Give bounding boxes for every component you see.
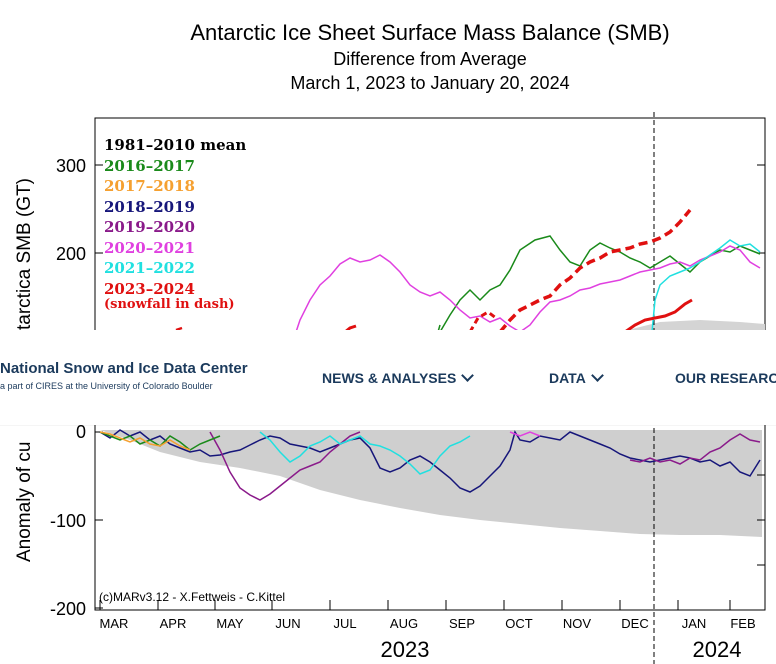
series-2019-2020 <box>209 431 361 501</box>
series-2017-2018 <box>99 431 191 451</box>
brand-logo-link[interactable]: National Snow and Ice Data Center a part… <box>0 360 248 391</box>
series-2020-2021 <box>295 254 521 333</box>
chart-credit: (c)MARv3.12 - X.Fettweis - C.Kittel <box>99 590 285 604</box>
series-2018-2019 <box>99 429 761 493</box>
legend-entry: 2017–2018 <box>104 177 195 195</box>
series-2023-2024-early-dash <box>468 310 497 333</box>
series-2023-2024-snowfall <box>498 208 692 334</box>
series-2020-2021-b <box>519 245 761 333</box>
series-2023-2024 <box>624 298 693 334</box>
nav-label: OUR RESEARCH <box>675 370 776 386</box>
chevron-down-icon <box>590 369 604 382</box>
x-month-label: DEC <box>621 616 648 631</box>
x-month-label: FEB <box>730 616 755 631</box>
y-tick-label: -100 <box>50 511 86 531</box>
brand-subtitle: a part of CIRES at the University of Col… <box>0 381 213 391</box>
legend-entry: 2018–2019 <box>104 198 195 216</box>
series-2020-2021-bottom <box>509 431 541 437</box>
legend-entry: 2019–2020 <box>104 218 195 236</box>
x-year-label: 2023 <box>381 637 430 662</box>
nav-label: DATA <box>549 370 586 386</box>
chart-date-range: March 1, 2023 to January 20, 2024 <box>290 73 569 93</box>
legend-entry: 2020–2021 <box>104 239 195 257</box>
x-month-label: JUL <box>333 616 356 631</box>
x-month-label: SEP <box>449 616 475 631</box>
chart-subtitle: Difference from Average <box>333 49 526 69</box>
x-month-label: NOV <box>563 616 592 631</box>
legend-note: (snowfall in dash) <box>104 297 235 312</box>
nav-our-research[interactable]: OUR RESEARCH <box>675 370 776 386</box>
chevron-down-icon <box>461 369 475 382</box>
legend-entry: 1981–2010 mean <box>104 136 246 154</box>
series-2021-2022-bottom <box>259 431 471 475</box>
x-month-label: MAY <box>216 616 244 631</box>
y-axis-ticks <box>95 164 765 609</box>
nav-news-analyses[interactable]: NEWS & ANALYSES <box>322 369 475 386</box>
spread-area-top <box>620 320 765 332</box>
series-2019-2020-b <box>629 433 761 465</box>
x-month-label: JAN <box>682 616 707 631</box>
series-2023-2024-start <box>175 326 183 332</box>
site-header: National Snow and Ice Data Center a part… <box>0 330 776 425</box>
legend-entry: 2023–2024 <box>104 280 195 298</box>
x-month-label: OCT <box>505 616 533 631</box>
x-month-label: MAR <box>100 616 129 631</box>
x-month-label: AUG <box>390 616 418 631</box>
legend-entry: 2021–2022 <box>104 259 195 277</box>
x-axis-ticks <box>99 600 731 610</box>
nav-data[interactable]: DATA <box>549 369 604 386</box>
x-month-label: APR <box>160 616 187 631</box>
nav-label: NEWS & ANALYSES <box>322 370 457 386</box>
series-2021-2022 <box>651 239 761 333</box>
x-year-label: 2024 <box>693 637 742 662</box>
y-tick-label: 300 <box>56 156 86 176</box>
legend-entry: 2016–2017 <box>104 157 195 175</box>
y-tick-label: 200 <box>56 244 86 264</box>
y-axis-label-bottom: Anomaly of cu <box>14 442 35 562</box>
brand-name: National Snow and Ice Data Center <box>0 360 248 377</box>
chart-legend: 1981–2010 mean 2016–2017 2017–2018 2018–… <box>104 136 246 312</box>
y-axis-label-top: tarctica SMB (GT) <box>14 178 35 330</box>
x-month-label: JUN <box>275 616 300 631</box>
y-tick-label: 0 <box>76 422 86 442</box>
chart-title: Antarctic Ice Sheet Surface Mass Balance… <box>190 20 669 45</box>
y-tick-label: -200 <box>50 599 86 619</box>
spread-area <box>100 430 762 537</box>
